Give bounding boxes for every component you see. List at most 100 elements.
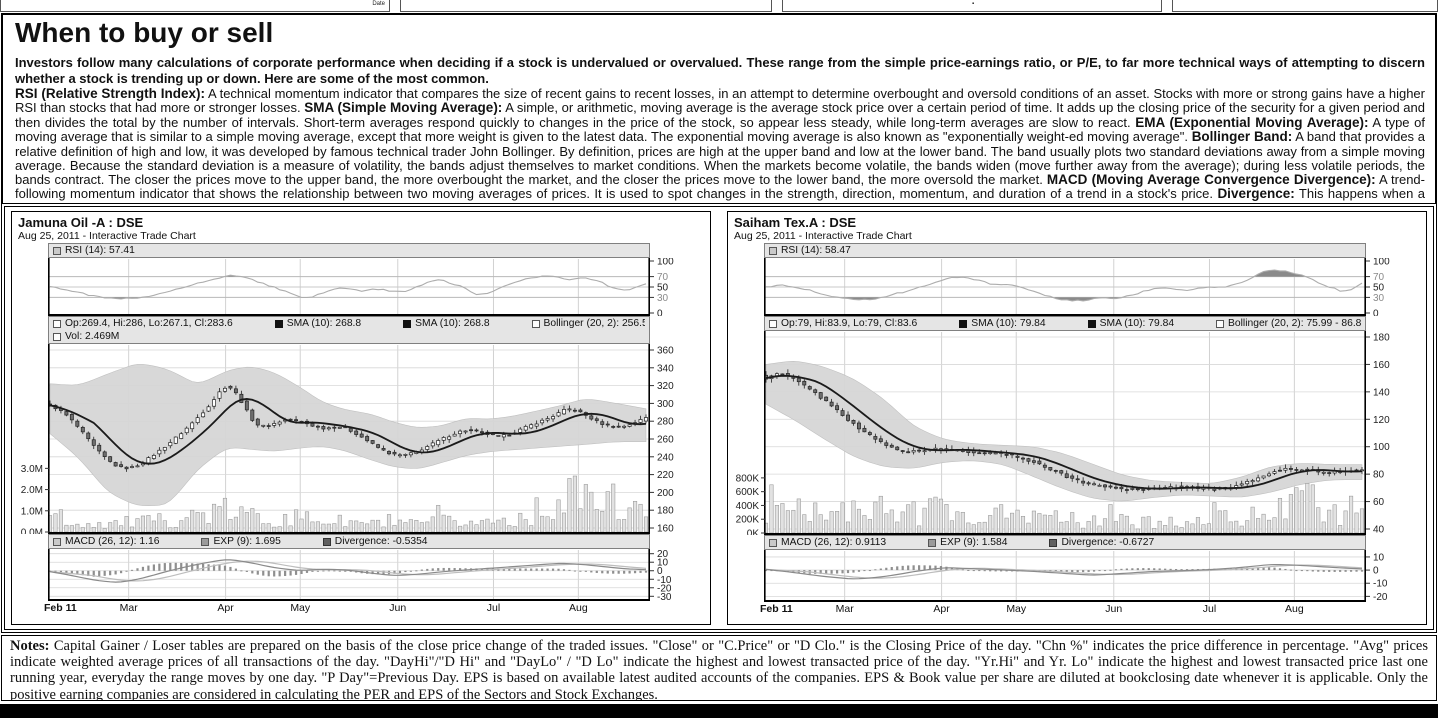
macd-legend-label: EXP (9): 1.695 <box>213 536 281 547</box>
price-legend-label: SMA (10): 79.84 <box>971 318 1046 329</box>
macd-legend-item: Divergence: -0.6727 <box>1049 537 1154 548</box>
svg-text:0: 0 <box>657 309 663 317</box>
svg-text:160: 160 <box>1373 360 1390 371</box>
svg-text:40: 40 <box>1373 525 1385 536</box>
macd-legend-row: MACD (26, 12): 0.9113 EXP (9): 1.584 Diver… <box>769 536 1361 549</box>
checkbox-swatch-icon <box>53 319 61 328</box>
price-legend-item: Bollinger (20, 2): 256.5 - 293.5 <box>531 318 645 329</box>
rsi-legend-label: RSI (14): 57.41 <box>65 245 135 256</box>
svg-text:800K: 800K <box>736 473 760 484</box>
price-legend-item: Op:79, Hi:83.9, Lo:79, Cl:83.6 <box>769 318 917 329</box>
rsi-legend-row: RSI (14): 58.47 <box>769 244 1361 257</box>
svg-text:-20: -20 <box>1373 592 1388 602</box>
definition-term: EMA (Exponential Moving Average): <box>1135 114 1369 130</box>
x-axis-label: Jul <box>486 602 501 614</box>
price-legend-label: SMA (10): 79.84 <box>1099 318 1175 329</box>
cutoff-table-text: Date <box>372 1 385 7</box>
svg-text:120: 120 <box>1373 415 1390 426</box>
macd-legend-item: Divergence: -0.5354 <box>322 536 428 547</box>
svg-text:200K: 200K <box>736 515 760 526</box>
svg-text:0: 0 <box>1373 566 1379 577</box>
svg-text:360: 360 <box>657 346 674 357</box>
definition-term: Bollinger Band: <box>1191 129 1293 145</box>
intro-paragraph: Investors follow many calculations of co… <box>15 55 1425 86</box>
checkbox-swatch-icon <box>53 332 61 341</box>
svg-text:100: 100 <box>657 258 674 268</box>
x-axis-labels: Feb 11 Mar Apr May Jun Jul Aug <box>18 601 704 616</box>
definitions-paragraph: RSI (Relative Strength Index): A technic… <box>15 85 1425 203</box>
macd-legend-item: EXP (9): 1.695 <box>201 536 281 547</box>
svg-text:-30: -30 <box>657 592 672 601</box>
notes-text: Capital Gainer / Loser tables are prepar… <box>10 638 1429 701</box>
svg-text:320: 320 <box>657 381 674 392</box>
price-legend-row: Op:269.4, Hi:286, Lo:267.1, Cl:283.6 SMA … <box>53 317 645 330</box>
svg-text:0: 0 <box>1373 309 1379 317</box>
price-legend: Op:269.4, Hi:286, Lo:267.1, Cl:283.6 SMA … <box>48 316 650 344</box>
macd-legend-item: MACD (26, 12): 0.9113 <box>769 537 886 548</box>
macd-legend-label: Divergence: -0.5354 <box>334 536 428 547</box>
price-legend-item: Vol: 2.469M <box>53 331 119 342</box>
x-axis-label: Apr <box>933 603 950 615</box>
cutoff-table-3: ▪ <box>782 0 1162 12</box>
cutoff-table-2 <box>400 0 772 12</box>
svg-text:100: 100 <box>1373 442 1390 453</box>
price-legend-item: SMA (10): 268.8 <box>274 318 362 329</box>
svg-text:100: 100 <box>1373 258 1390 268</box>
x-axis-label: Jun <box>1105 603 1123 615</box>
svg-text:160: 160 <box>657 524 674 535</box>
chart-saiham-tex: Saiham Tex.A : DSE Aug 25, 2011 - Interac… <box>727 211 1427 625</box>
price-legend-item: SMA (10): 268.8 <box>403 318 490 329</box>
cutoff-table-1: Date <box>0 0 390 12</box>
charts-frame-inner: Jamuna Oil -A : DSE Aug 25, 2011 - Intera… <box>4 206 1434 630</box>
checkbox-swatch-icon <box>403 319 412 328</box>
price-legend-item: SMA (10): 79.84 <box>1087 318 1175 329</box>
definition-term: Divergence: <box>1217 186 1295 202</box>
price-legend-label: Op:79, Hi:83.9, Lo:79, Cl:83.6 <box>781 318 918 329</box>
bottom-black-bar <box>0 704 1438 718</box>
svg-text:1.0M: 1.0M <box>21 506 43 517</box>
checkbox-swatch-icon <box>201 537 210 546</box>
svg-text:60: 60 <box>1373 497 1385 508</box>
svg-text:200: 200 <box>657 488 674 499</box>
article-box: When to buy or sell Investors follow man… <box>1 13 1437 203</box>
checkbox-swatch-icon <box>1216 319 1225 328</box>
svg-text:220: 220 <box>657 470 674 481</box>
charts-frame: Jamuna Oil -A : DSE Aug 25, 2011 - Intera… <box>1 203 1437 633</box>
checkbox-swatch-icon <box>959 319 968 328</box>
svg-text:2.0M: 2.0M <box>21 485 43 496</box>
svg-text:240: 240 <box>657 452 674 463</box>
rsi-legend-item: RSI (14): 58.47 <box>769 245 851 256</box>
x-axis-label: Feb 11 <box>760 603 793 615</box>
checkbox-swatch-icon <box>274 319 283 328</box>
chart-title: Saiham Tex.A : DSE <box>734 215 857 230</box>
x-axis-label: Jun <box>389 602 407 614</box>
x-axis-label: May <box>290 602 311 614</box>
macd-legend-label: MACD (26, 12): 1.16 <box>65 536 160 547</box>
price-legend-label: Vol: 2.469M <box>65 331 120 342</box>
svg-text:300: 300 <box>657 399 674 410</box>
checkbox-swatch-icon <box>1087 319 1096 328</box>
macd-legend-label: MACD (26, 12): 0.9113 <box>781 537 887 548</box>
x-axis-label: Feb 11 <box>44 602 77 614</box>
definition-term: SMA (Simple Moving Average): <box>304 100 503 116</box>
rsi-legend: RSI (14): 57.41 <box>48 243 650 258</box>
macd-plot: 10 0 -10 -20 <box>763 550 1388 602</box>
checkbox-swatch-icon <box>769 538 777 547</box>
macd-legend: MACD (26, 12): 1.16 EXP (9): 1.695 Diverge… <box>48 534 650 549</box>
cutoff-table-text: ▪ <box>972 1 975 7</box>
x-axis-label: Apr <box>217 602 234 614</box>
svg-text:0: 0 <box>657 566 663 577</box>
checkbox-swatch-icon <box>531 319 540 328</box>
chart-subtitle: Aug 25, 2011 - Interactive Trade Chart <box>18 230 196 242</box>
svg-text:140: 140 <box>1373 387 1390 398</box>
price-legend-label: SMA (10): 268.8 <box>415 318 490 329</box>
rsi-legend: RSI (14): 58.47 <box>764 243 1366 258</box>
price-legend-label: SMA (10): 268.8 <box>286 318 362 329</box>
definition-term: RSI (Relative Strength Index): <box>15 85 205 101</box>
checkbox-swatch-icon <box>53 246 61 255</box>
macd-legend-row: MACD (26, 12): 1.16 EXP (9): 1.695 Diverge… <box>53 535 645 548</box>
price-plot: 360 340 320 300 280 260 240 220 200 180 160 3.0M 2.0… <box>21 344 674 535</box>
